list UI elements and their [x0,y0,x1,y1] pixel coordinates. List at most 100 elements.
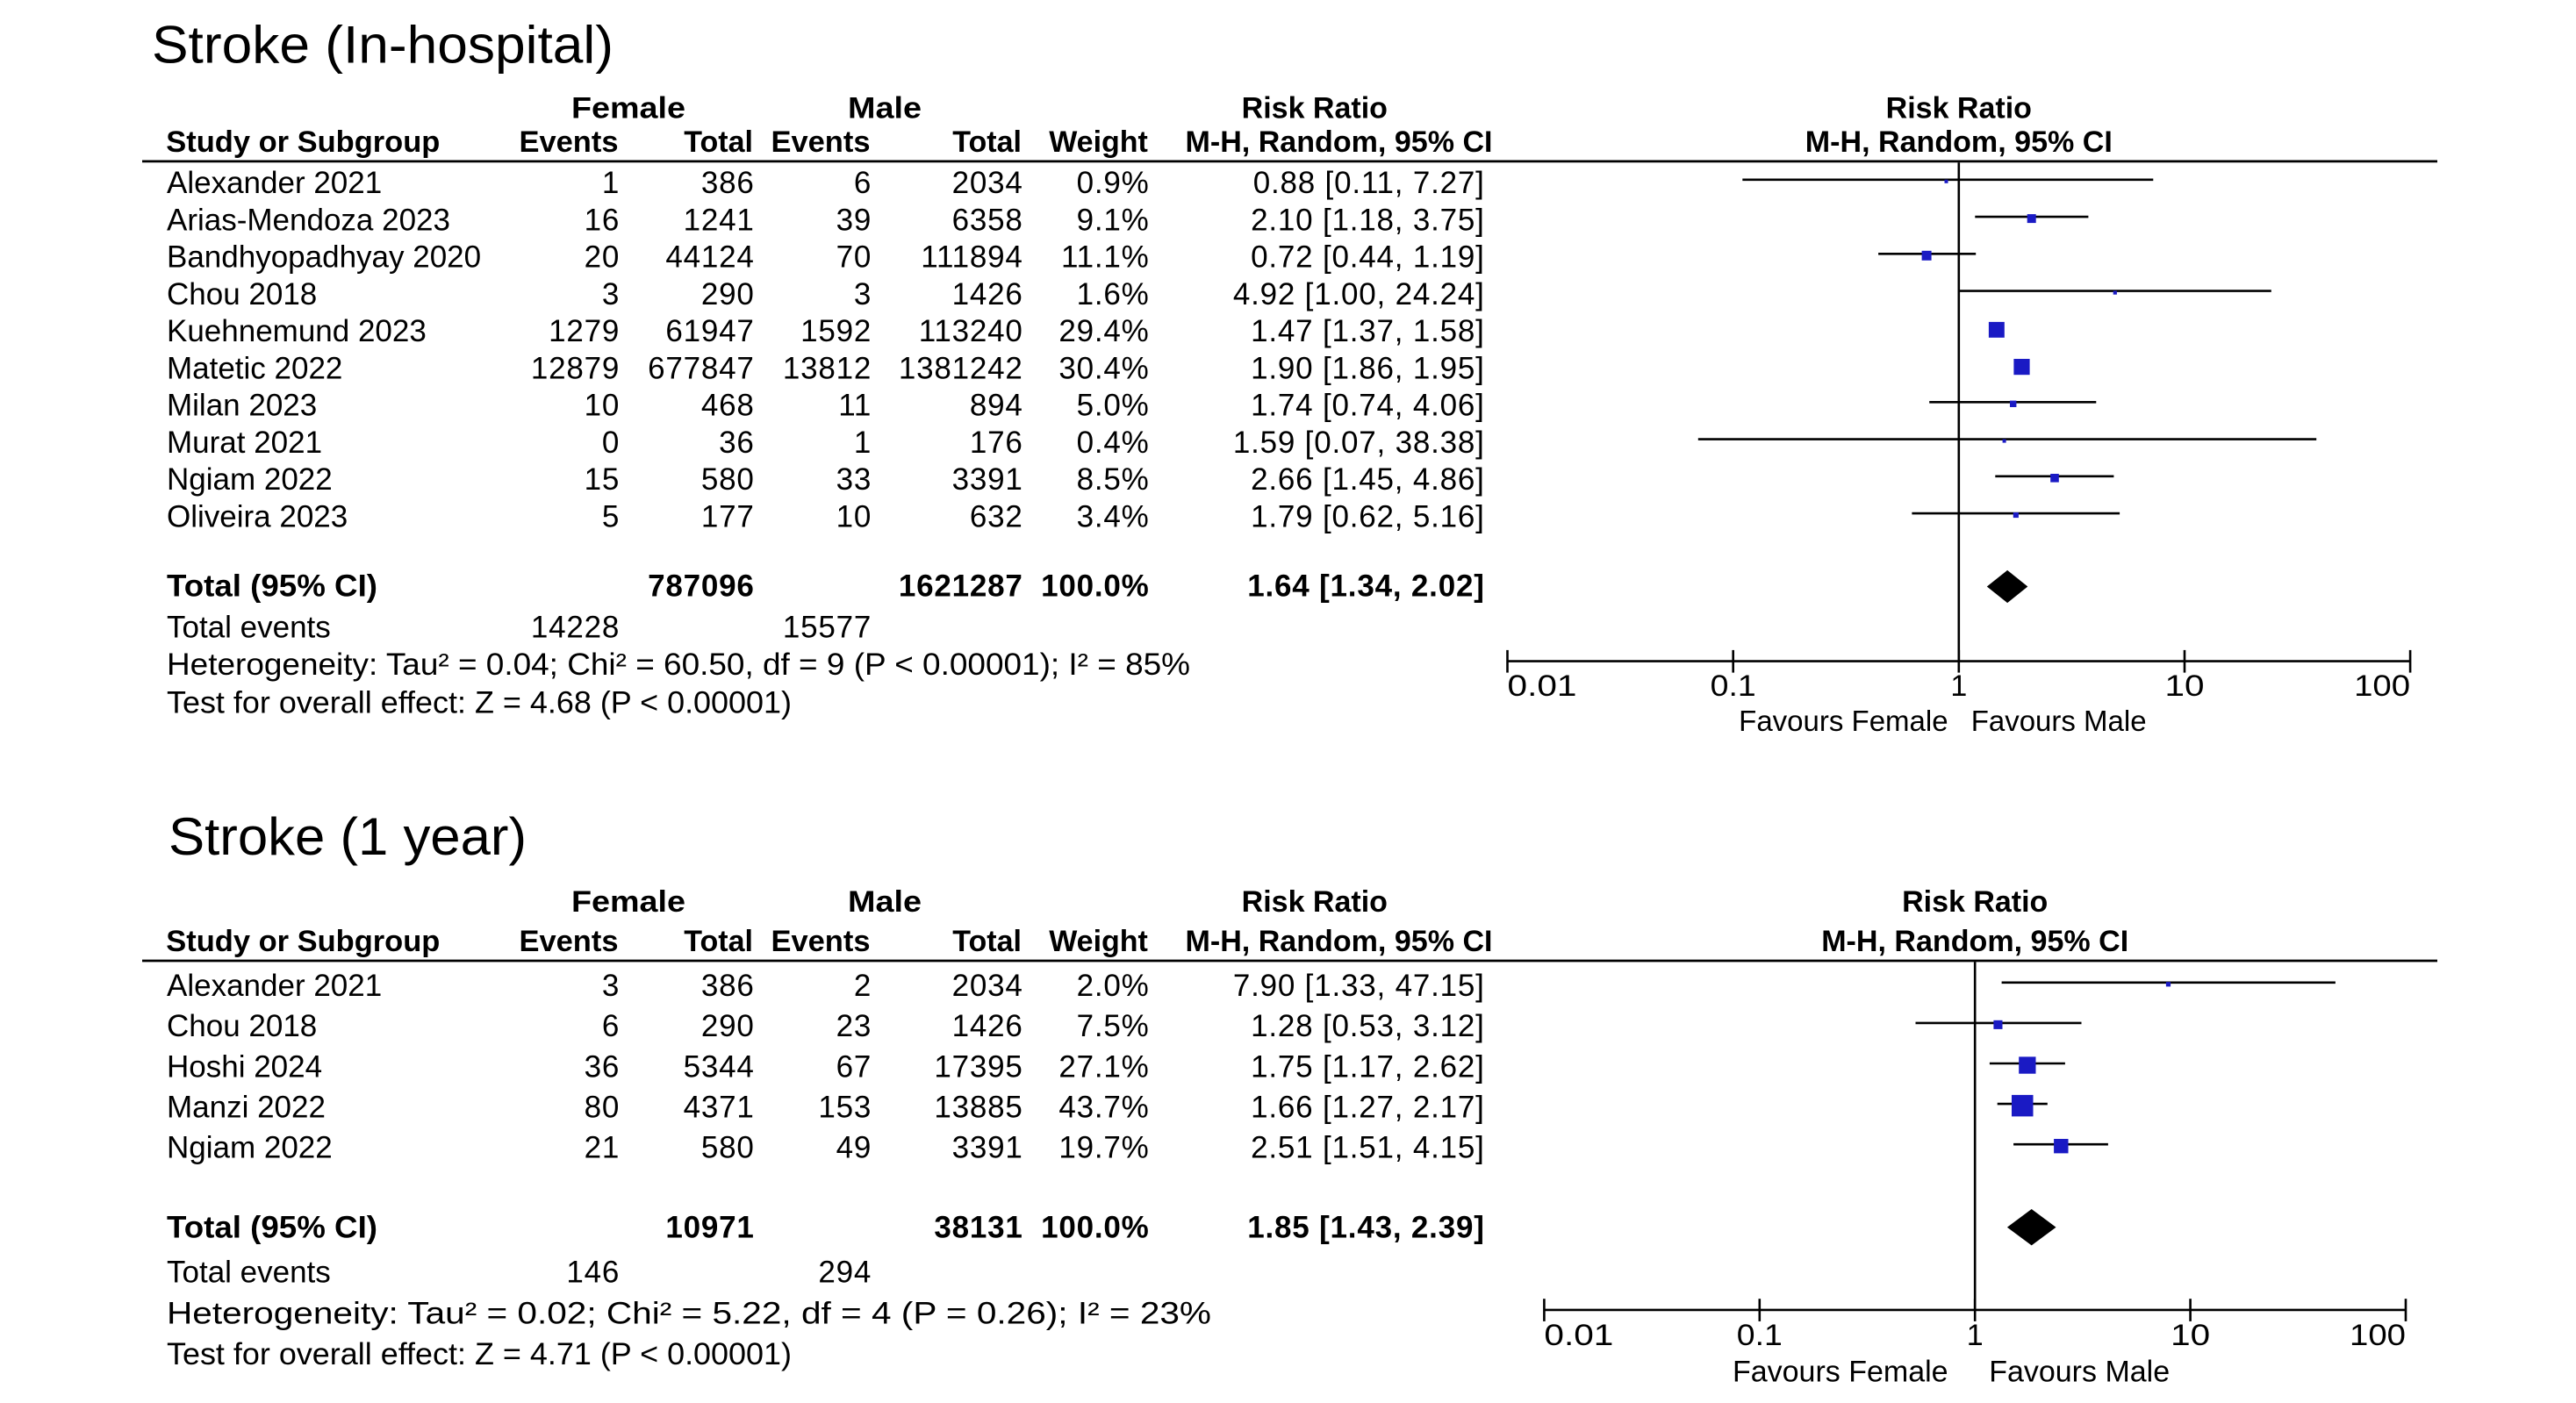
svg-text:1621287: 1621287 [899,569,1023,604]
svg-text:0.88 [0.11, 7.27]: 0.88 [0.11, 7.27] [1253,166,1485,200]
svg-text:M-H, Random, 95% CI: M-H, Random, 95% CI [1186,925,1493,958]
svg-text:15: 15 [585,462,621,497]
svg-text:36: 36 [719,426,755,460]
svg-text:0.72 [0.44, 1.19]: 0.72 [0.44, 1.19] [1251,240,1485,275]
svg-text:386: 386 [701,166,755,200]
svg-text:Chou 2018: Chou 2018 [167,277,317,311]
svg-text:Ngiam 2022: Ngiam 2022 [167,1131,333,1165]
svg-text:Chou 2018: Chou 2018 [167,1009,317,1043]
svg-text:10971: 10971 [665,1210,754,1244]
svg-text:5344: 5344 [684,1049,755,1084]
svg-text:1.6%: 1.6% [1077,277,1150,311]
svg-text:1592: 1592 [800,314,872,348]
svg-text:Arias-Mendoza 2023: Arias-Mendoza 2023 [167,203,450,237]
svg-text:Study or Subgroup: Study or Subgroup [166,925,440,958]
svg-text:1.28 [0.53, 3.12]: 1.28 [0.53, 3.12] [1251,1009,1485,1043]
svg-text:6: 6 [854,166,872,200]
svg-text:2.0%: 2.0% [1077,969,1150,1003]
svg-text:Events: Events [520,925,619,958]
svg-text:70: 70 [836,240,872,275]
svg-text:Test for overall effect: Z = 4: Test for overall effect: Z = 4.68 (P < 0… [167,686,792,720]
svg-text:176: 176 [970,426,1023,460]
svg-text:0.01: 0.01 [1544,1319,1613,1352]
svg-text:787096: 787096 [648,569,755,604]
svg-text:Favours Male: Favours Male [1971,705,2147,737]
svg-text:7.5%: 7.5% [1077,1009,1150,1043]
svg-text:49: 49 [836,1131,872,1165]
svg-text:146: 146 [566,1255,620,1289]
svg-text:0.4%: 0.4% [1077,426,1150,460]
svg-text:36: 36 [585,1049,621,1084]
svg-text:290: 290 [701,1009,755,1043]
svg-text:Study or Subgroup: Study or Subgroup [166,125,440,159]
svg-text:16: 16 [585,203,621,237]
svg-text:39: 39 [836,203,872,237]
svg-text:1.59 [0.07, 38.38]: 1.59 [0.07, 38.38] [1233,426,1485,460]
svg-text:Stroke (In-hospital): Stroke (In-hospital) [152,16,614,75]
svg-text:3: 3 [854,277,872,311]
svg-text:43.7%: 43.7% [1058,1090,1149,1124]
svg-text:Female: Female [571,885,685,919]
svg-text:2.66 [1.45, 4.86]: 2.66 [1.45, 4.86] [1251,462,1485,497]
svg-text:20: 20 [585,240,621,275]
svg-text:5: 5 [602,499,620,533]
svg-text:3391: 3391 [952,1131,1023,1165]
svg-text:Total events: Total events [167,1255,331,1289]
svg-text:Bandhyopadhyay 2020: Bandhyopadhyay 2020 [167,240,481,275]
svg-text:4.92 [1.00, 24.24]: 4.92 [1.00, 24.24] [1233,277,1485,311]
svg-text:Events: Events [771,125,871,159]
svg-text:2: 2 [854,969,872,1003]
svg-text:Events: Events [771,925,871,958]
svg-text:Male: Male [848,92,922,125]
svg-text:100.0%: 100.0% [1041,1210,1150,1244]
svg-text:Stroke (1 year): Stroke (1 year) [169,807,527,866]
svg-text:1: 1 [854,426,872,460]
svg-text:Manzi 2022: Manzi 2022 [167,1090,326,1124]
svg-text:Events: Events [520,125,619,159]
svg-text:27.1%: 27.1% [1058,1049,1149,1084]
svg-text:0.1: 0.1 [1711,669,1756,703]
svg-text:1: 1 [602,166,620,200]
svg-text:2.10 [1.18, 3.75]: 2.10 [1.18, 3.75] [1251,203,1485,237]
svg-text:1381242: 1381242 [899,351,1023,385]
svg-text:153: 153 [818,1090,872,1124]
svg-text:2034: 2034 [952,969,1023,1003]
svg-text:580: 580 [701,1131,755,1165]
svg-text:8.5%: 8.5% [1077,462,1150,497]
svg-text:Total events: Total events [167,611,331,645]
svg-text:Total (95% CI): Total (95% CI) [167,1210,377,1244]
svg-text:3: 3 [602,969,620,1003]
svg-text:Total: Total [684,925,753,958]
svg-text:632: 632 [970,499,1023,533]
svg-text:Risk Ratio: Risk Ratio [1886,92,2032,125]
svg-text:10: 10 [2171,1319,2210,1352]
svg-text:468: 468 [701,389,755,423]
svg-text:386: 386 [701,969,755,1003]
svg-text:113240: 113240 [919,314,1023,348]
svg-text:Total: Total [952,925,1022,958]
svg-text:67: 67 [836,1049,872,1084]
svg-text:100: 100 [2350,1319,2406,1352]
svg-text:Female: Female [571,92,685,125]
svg-text:44124: 44124 [665,240,754,275]
svg-text:7.90 [1.33, 47.15]: 7.90 [1.33, 47.15] [1233,969,1485,1003]
svg-text:677847: 677847 [648,351,755,385]
svg-text:17395: 17395 [934,1049,1023,1084]
svg-text:Weight: Weight [1049,925,1148,958]
svg-text:0.9%: 0.9% [1077,166,1150,200]
svg-text:3391: 3391 [952,462,1023,497]
svg-text:15577: 15577 [783,611,872,645]
svg-text:290: 290 [701,277,755,311]
svg-text:29.4%: 29.4% [1058,314,1149,348]
svg-text:1.64 [1.34, 2.02]: 1.64 [1.34, 2.02] [1247,569,1484,604]
svg-text:Total: Total [684,125,753,159]
svg-text:M-H, Random, 95% CI: M-H, Random, 95% CI [1821,925,2128,958]
svg-text:Favours Female: Favours Female [1739,705,1948,737]
svg-text:1: 1 [1950,669,1967,703]
svg-text:Total: Total [952,125,1022,159]
svg-text:3: 3 [602,277,620,311]
svg-text:13885: 13885 [934,1090,1023,1124]
svg-text:30.4%: 30.4% [1058,351,1149,385]
svg-text:Ngiam 2022: Ngiam 2022 [167,462,333,497]
svg-text:19.7%: 19.7% [1058,1131,1149,1165]
